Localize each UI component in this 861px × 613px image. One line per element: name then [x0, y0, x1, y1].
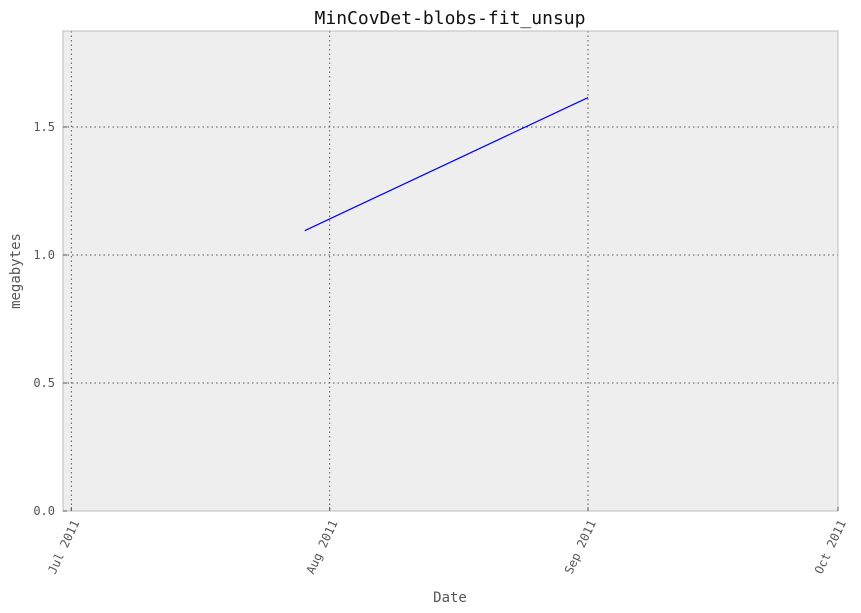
chart-title: MinCovDet-blobs-fit_unsup [315, 8, 586, 29]
y-tick-label: 0.0 [33, 504, 55, 518]
x-tick-label: Aug 2011 [303, 518, 340, 576]
x-tick-label: Jul 2011 [45, 518, 82, 576]
x-tick-label: Sep 2011 [562, 518, 599, 576]
series-line [304, 97, 589, 232]
y-tick-label: 1.5 [33, 120, 55, 134]
x-axis-label: Date [433, 590, 467, 606]
plot-area [63, 31, 838, 511]
plot-frame [62, 30, 839, 512]
x-tick-label: Oct 2011 [812, 518, 849, 576]
y-tick-label: 0.5 [33, 376, 55, 390]
y-tick-label: 1.0 [33, 248, 55, 262]
y-axis-label: megabytes [8, 233, 24, 309]
series-layer [304, 97, 589, 232]
